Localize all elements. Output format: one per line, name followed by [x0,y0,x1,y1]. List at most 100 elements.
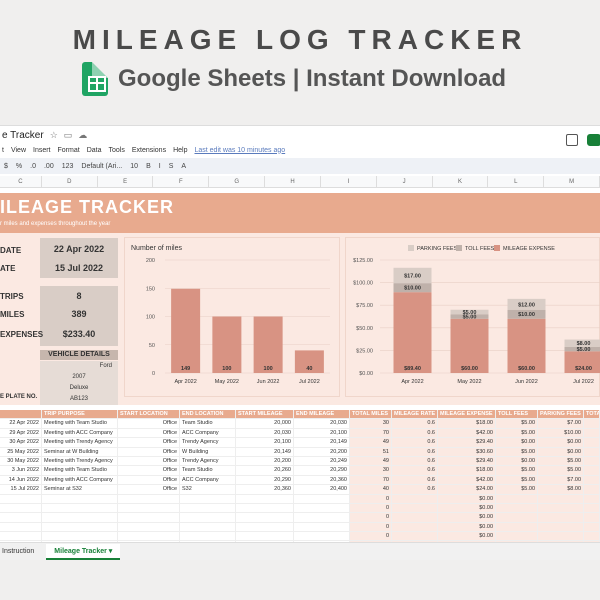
table-cell[interactable] [180,522,236,532]
table-cell[interactable]: $5.00 [496,466,538,475]
toolbar-button[interactable]: S [168,162,174,170]
folder-icon[interactable]: ▭ [63,129,73,140]
table-cell[interactable]: 0.6 [392,466,438,475]
table-cell[interactable] [42,494,118,503]
table-cell[interactable] [584,513,600,522]
table-cell[interactable]: $5.00 [538,456,584,466]
table-cell[interactable] [180,532,236,541]
table-cell[interactable]: 0 [350,494,392,503]
table-cell[interactable]: 20,200 [236,456,294,466]
table-cell[interactable]: $18.00 [438,419,496,428]
last-edit-link[interactable]: Last edit was 10 minutes ago [194,146,286,154]
table-cell[interactable] [584,503,600,513]
table-cell[interactable]: $0.00 [438,503,496,513]
table-cell[interactable]: Office [118,419,180,428]
table-cell[interactable]: W Building [180,447,236,456]
table-cell[interactable]: $18.00 [438,466,496,475]
table-cell[interactable]: 30 Apr 2022 [0,438,42,447]
column-header[interactable]: K [433,176,489,187]
table-cell[interactable]: 20,200 [294,447,350,456]
table-cell[interactable] [0,513,42,522]
column-header[interactable]: F [153,176,210,187]
table-cell[interactable]: 20,149 [236,447,294,456]
table-cell[interactable] [118,513,180,522]
column-header[interactable]: G [209,176,266,187]
table-cell[interactable]: 0.6 [392,447,438,456]
toolbar-button[interactable]: A [181,162,187,170]
table-cell[interactable] [180,513,236,522]
table-cell[interactable]: 20,030 [294,419,350,428]
table-cell[interactable] [294,513,350,522]
table-cell[interactable] [584,475,600,485]
table-cell[interactable] [180,503,236,513]
table-cell[interactable]: $0.00 [496,456,538,466]
table-cell[interactable]: 0.6 [392,475,438,485]
table-cell[interactable]: $0.00 [538,438,584,447]
table-cell[interactable] [42,522,118,532]
table-cell[interactable]: Team Studio [180,466,236,475]
column-header[interactable]: E [98,176,154,187]
table-cell[interactable] [392,513,438,522]
cloud-icon[interactable]: ☁ [78,129,88,140]
table-cell[interactable] [180,494,236,503]
table-cell[interactable] [392,503,438,513]
table-cell[interactable]: 20,260 [236,466,294,475]
table-cell[interactable]: 20,290 [236,475,294,485]
table-cell[interactable] [538,513,584,522]
table-cell[interactable]: Office [118,428,180,438]
table-cell[interactable]: $8.00 [538,485,584,494]
table-cell[interactable]: $29.40 [438,438,496,447]
table-cell[interactable]: 30 May 2022 [0,456,42,466]
menu-item[interactable]: t [2,146,4,154]
toolbar-button[interactable]: % [15,162,23,170]
table-cell[interactable]: $0.00 [438,532,496,541]
table-cell[interactable] [584,532,600,541]
table-cell[interactable] [294,522,350,532]
table-cell[interactable] [584,522,600,532]
table-cell[interactable] [294,503,350,513]
table-cell[interactable] [0,522,42,532]
table-cell[interactable] [236,494,294,503]
table-cell[interactable]: 70 [350,428,392,438]
table-cell[interactable] [584,447,600,456]
menu-item[interactable]: Help [173,146,188,154]
table-cell[interactable] [584,456,600,466]
table-cell[interactable] [496,513,538,522]
toolbar-button[interactable]: 10 [130,162,139,170]
table-cell[interactable]: 0.6 [392,428,438,438]
table-cell[interactable]: $5.00 [496,485,538,494]
table-cell[interactable]: 20,149 [294,438,350,447]
table-cell[interactable] [584,419,600,428]
tab-mileage-tracker[interactable]: Mileage Tracker ▾ [46,543,121,560]
table-cell[interactable]: 14 Jun 2022 [0,475,42,485]
table-cell[interactable] [118,494,180,503]
table-cell[interactable] [584,428,600,438]
table-cell[interactable]: 20,290 [294,466,350,475]
table-cell[interactable] [496,522,538,532]
toolbar-button[interactable]: Default (Ari... [81,162,123,170]
table-cell[interactable] [584,438,600,447]
toolbar-button[interactable]: .00 [43,162,54,170]
table-cell[interactable] [0,494,42,503]
table-cell[interactable]: Trendy Agency [180,456,236,466]
column-header[interactable]: M [544,176,600,187]
table-cell[interactable]: Office [118,438,180,447]
table-cell[interactable]: 20,249 [294,456,350,466]
table-cell[interactable]: $42.00 [438,475,496,485]
table-cell[interactable]: 30 [350,466,392,475]
table-cell[interactable]: Office [118,447,180,456]
table-cell[interactable] [236,503,294,513]
table-cell[interactable]: 0 [350,513,392,522]
table-cell[interactable]: 51 [350,447,392,456]
table-cell[interactable]: 20,360 [236,485,294,494]
table-cell[interactable]: $7.00 [538,475,584,485]
lock-icon[interactable] [587,134,600,146]
table-cell[interactable]: Seminar at W Building [42,447,118,456]
comment-icon[interactable] [566,134,578,146]
table-cell[interactable] [0,532,42,541]
toolbar-button[interactable]: 123 [61,162,74,170]
column-header[interactable]: C [0,176,42,187]
tab-instruction[interactable]: Instruction [2,548,35,555]
table-cell[interactable]: ACC Company [180,428,236,438]
table-cell[interactable] [496,494,538,503]
